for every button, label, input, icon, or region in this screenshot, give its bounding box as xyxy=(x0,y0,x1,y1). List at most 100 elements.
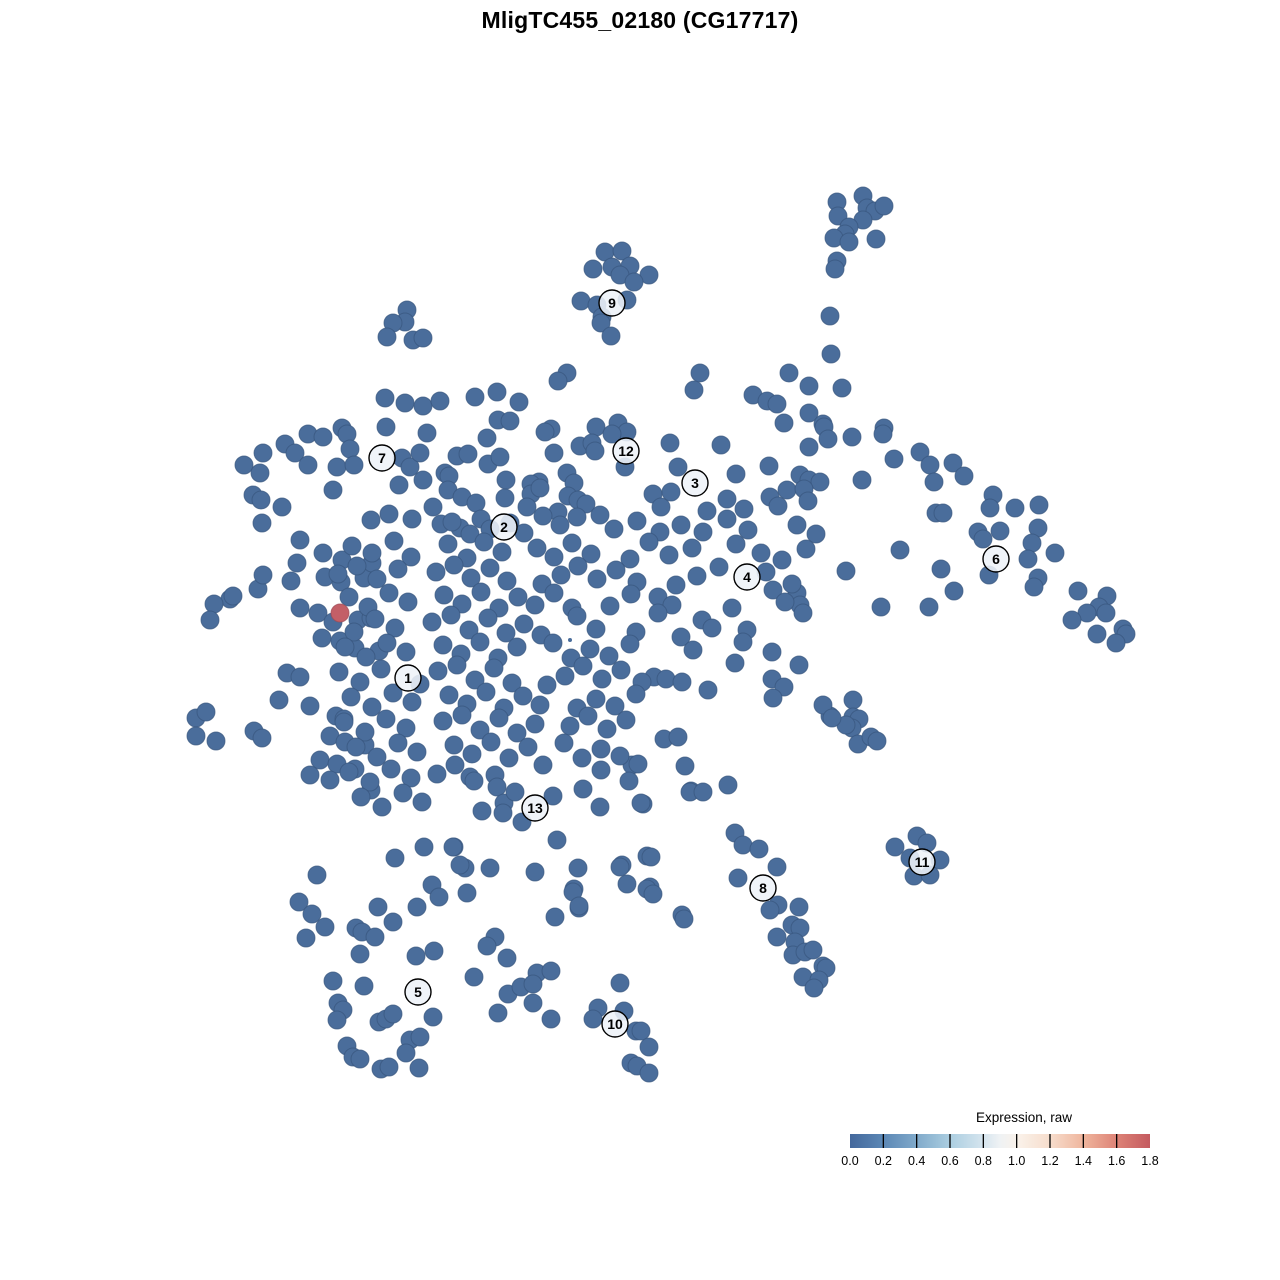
data-point xyxy=(477,428,497,448)
data-point xyxy=(799,437,819,457)
data-point xyxy=(376,709,396,729)
data-point xyxy=(733,632,753,652)
data-point xyxy=(487,382,507,402)
data-point xyxy=(514,614,534,634)
data-point xyxy=(496,623,516,643)
data-point xyxy=(554,733,574,753)
data-point xyxy=(355,722,375,742)
data-point xyxy=(767,927,787,947)
data-point xyxy=(651,497,671,517)
data-point xyxy=(481,732,501,752)
data-point xyxy=(444,735,464,755)
data-point xyxy=(610,746,630,766)
scatter-points xyxy=(186,186,1136,1083)
data-point xyxy=(581,544,601,564)
data-point xyxy=(350,1049,370,1069)
data-point xyxy=(702,618,722,638)
data-point xyxy=(810,472,830,492)
data-point xyxy=(626,684,646,704)
data-point xyxy=(799,376,819,396)
data-point xyxy=(866,229,886,249)
data-point xyxy=(525,595,545,615)
cluster-label: 4 xyxy=(733,563,761,591)
data-point xyxy=(580,639,600,659)
data-point xyxy=(302,904,322,924)
data-point xyxy=(476,682,496,702)
data-point xyxy=(204,594,224,614)
data-point xyxy=(417,423,437,443)
data-point xyxy=(296,928,316,948)
data-point xyxy=(513,686,533,706)
legend-tick-labels: 0.0 0.2 0.4 0.6 0.8 1.0 1.2 1.4 1.6 1.8 xyxy=(841,1154,1158,1168)
data-point xyxy=(871,597,891,617)
data-point xyxy=(585,441,605,461)
data-point xyxy=(590,505,610,525)
data-point xyxy=(383,1004,403,1024)
data-point xyxy=(480,858,500,878)
data-point xyxy=(407,897,427,917)
cluster-label-number: 3 xyxy=(691,475,699,491)
data-point xyxy=(285,443,305,463)
data-point xyxy=(1106,633,1126,653)
data-point xyxy=(576,494,596,514)
cluster-label-number: 11 xyxy=(915,854,930,870)
data-point xyxy=(362,543,382,563)
legend-tick-label: 1.6 xyxy=(1108,1154,1125,1168)
data-point xyxy=(931,559,951,579)
legend-tick-label: 0.0 xyxy=(841,1154,858,1168)
data-point xyxy=(537,675,557,695)
data-point xyxy=(389,475,409,495)
data-point xyxy=(698,680,718,700)
data-point xyxy=(568,858,588,878)
data-point xyxy=(527,538,547,558)
data-point xyxy=(496,470,516,490)
data-point xyxy=(726,534,746,554)
data-point xyxy=(555,666,575,686)
data-point xyxy=(717,509,737,529)
data-point xyxy=(674,909,694,929)
data-point xyxy=(803,940,823,960)
data-point xyxy=(300,765,320,785)
data-point xyxy=(578,706,598,726)
data-point xyxy=(717,489,737,509)
data-point xyxy=(571,291,591,311)
cluster-label-number: 9 xyxy=(608,295,616,311)
data-point xyxy=(530,478,550,498)
data-point xyxy=(610,857,630,877)
data-point xyxy=(873,424,893,444)
data-point xyxy=(789,897,809,917)
cluster-label: 7 xyxy=(368,444,396,472)
data-point xyxy=(508,587,528,607)
data-point xyxy=(400,457,420,477)
data-point xyxy=(413,396,433,416)
data-point xyxy=(602,424,622,444)
cluster-label: 10 xyxy=(601,1010,629,1038)
data-point xyxy=(660,433,680,453)
data-point xyxy=(541,1009,561,1029)
data-point xyxy=(462,744,482,764)
data-point xyxy=(461,568,481,588)
data-point xyxy=(514,523,534,543)
data-point xyxy=(548,371,568,391)
data-point xyxy=(684,380,704,400)
data-point xyxy=(290,667,310,687)
data-point xyxy=(339,762,359,782)
legend-tick-label: 1.0 xyxy=(1008,1154,1025,1168)
legend-title: Expression, raw xyxy=(976,1110,1072,1125)
data-point xyxy=(433,635,453,655)
cluster-label-number: 7 xyxy=(378,450,386,466)
data-point xyxy=(497,948,517,968)
data-point xyxy=(567,507,587,527)
data-point xyxy=(798,491,818,511)
data-point xyxy=(621,584,641,604)
data-point xyxy=(545,907,565,927)
data-point xyxy=(586,619,606,639)
data-point xyxy=(590,797,610,817)
data-point xyxy=(362,697,382,717)
data-point xyxy=(289,892,309,912)
data-point xyxy=(874,196,894,216)
data-point xyxy=(641,847,661,867)
data-point xyxy=(591,313,611,333)
data-point xyxy=(659,545,679,565)
